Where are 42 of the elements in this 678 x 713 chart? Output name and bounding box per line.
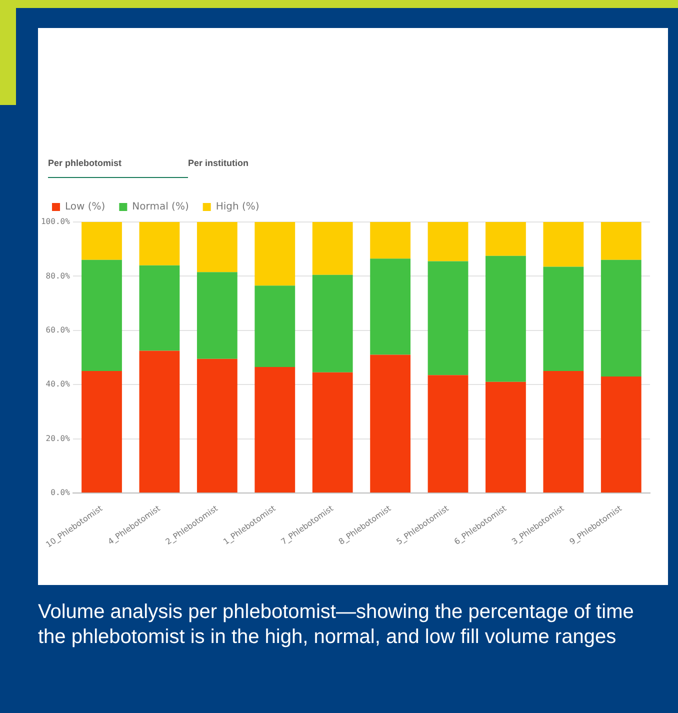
bar (196, 222, 238, 272)
bar (543, 222, 584, 267)
bar (370, 354, 411, 492)
y-tick-label: 80.0% (46, 271, 70, 280)
bar (196, 358, 238, 492)
y-tick-label: 40.0% (46, 380, 70, 389)
y-tick-label: 0.0% (50, 488, 70, 498)
bar (486, 222, 526, 256)
bar (139, 350, 180, 492)
text: Per phlebotomist (48, 158, 188, 178)
bar (428, 375, 468, 492)
bar (139, 222, 180, 266)
bar (428, 222, 468, 262)
bar (82, 371, 122, 492)
bar (600, 376, 642, 492)
bar (312, 222, 353, 275)
bar (139, 265, 180, 351)
bar (312, 372, 353, 492)
legend-label: High (%) (216, 202, 260, 213)
bar (312, 274, 353, 372)
y-tick-label: 100.0% (40, 217, 70, 226)
bar (196, 272, 238, 359)
bar (82, 260, 122, 372)
bar (370, 258, 411, 355)
text: Per institution (188, 158, 250, 170)
bar (370, 222, 411, 259)
legend-label: Normal (%) (132, 202, 189, 213)
y-tick-label: 60.0% (46, 325, 70, 334)
bar (543, 266, 584, 372)
text: Volume analysis per phlebotomist—showing the percentage of time the phlebotomist is in the high, normal, and low fill volume ranges (38, 600, 635, 650)
bar (600, 222, 642, 260)
bar (254, 222, 296, 286)
bar (428, 261, 468, 376)
bar (486, 382, 526, 492)
legend-label: Low (%) (65, 202, 106, 213)
bar (254, 286, 296, 367)
y-tick-label: 20.0% (46, 434, 70, 443)
bar (600, 260, 642, 376)
bar (254, 366, 296, 492)
bar (543, 371, 584, 492)
bar (486, 256, 526, 382)
bar (82, 222, 122, 260)
